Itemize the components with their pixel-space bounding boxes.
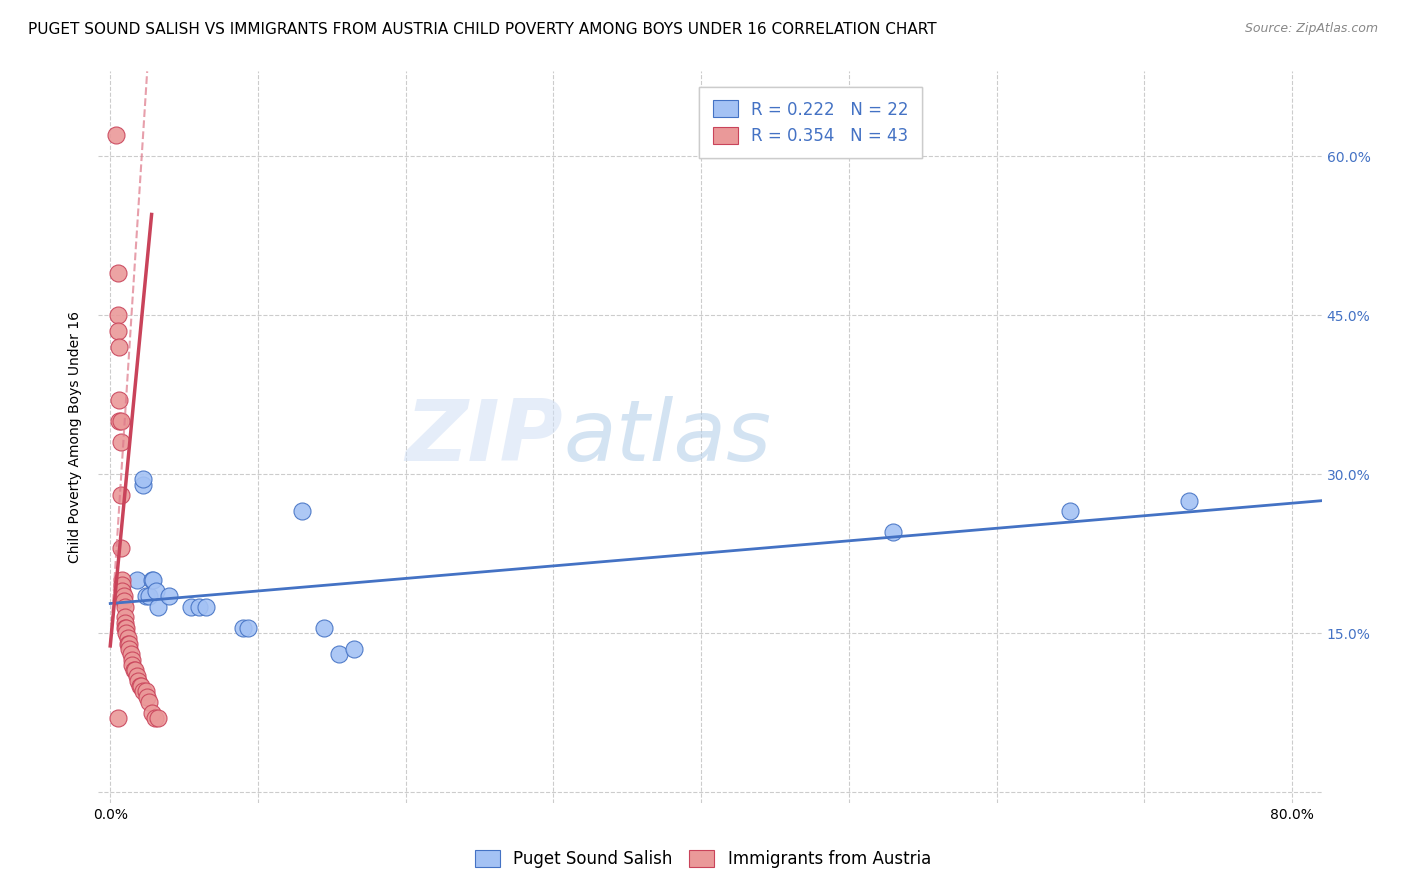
Point bbox=[141, 573, 163, 587]
Point bbox=[127, 673, 149, 688]
Point bbox=[108, 392, 131, 407]
Point bbox=[107, 324, 129, 338]
Point bbox=[112, 589, 135, 603]
Point bbox=[882, 525, 904, 540]
Point bbox=[110, 414, 132, 428]
Point bbox=[110, 488, 132, 502]
Point bbox=[136, 690, 159, 704]
Point bbox=[145, 583, 167, 598]
Point bbox=[108, 414, 131, 428]
Point bbox=[180, 599, 202, 614]
Point bbox=[157, 589, 180, 603]
Point bbox=[115, 626, 138, 640]
Point bbox=[143, 711, 166, 725]
Point bbox=[232, 621, 254, 635]
Text: PUGET SOUND SALISH VS IMMIGRANTS FROM AUSTRIA CHILD POVERTY AMONG BOYS UNDER 16 : PUGET SOUND SALISH VS IMMIGRANTS FROM AU… bbox=[28, 22, 936, 37]
Point bbox=[187, 599, 209, 614]
Point bbox=[111, 583, 134, 598]
Point bbox=[124, 663, 146, 677]
Point bbox=[132, 473, 155, 487]
Point bbox=[129, 679, 152, 693]
Legend: Puget Sound Salish, Immigrants from Austria: Puget Sound Salish, Immigrants from Aust… bbox=[468, 843, 938, 875]
Point bbox=[114, 610, 136, 624]
Point bbox=[111, 578, 134, 592]
Point bbox=[115, 621, 138, 635]
Point bbox=[107, 308, 129, 322]
Legend: R = 0.222   N = 22, R = 0.354   N = 43: R = 0.222 N = 22, R = 0.354 N = 43 bbox=[699, 87, 922, 159]
Point bbox=[141, 706, 163, 720]
Point bbox=[114, 599, 136, 614]
Point bbox=[135, 589, 157, 603]
Point bbox=[121, 653, 143, 667]
Point bbox=[125, 668, 148, 682]
Point bbox=[128, 679, 150, 693]
Point bbox=[236, 621, 259, 635]
Point bbox=[118, 637, 141, 651]
Point bbox=[114, 615, 136, 630]
Point bbox=[314, 621, 336, 635]
Point bbox=[125, 573, 148, 587]
Point bbox=[343, 642, 366, 657]
Point bbox=[1177, 493, 1199, 508]
Y-axis label: Child Poverty Among Boys Under 16: Child Poverty Among Boys Under 16 bbox=[69, 311, 83, 563]
Point bbox=[138, 589, 160, 603]
Point bbox=[112, 594, 135, 608]
Point bbox=[117, 632, 139, 646]
Point bbox=[114, 621, 136, 635]
Point bbox=[146, 599, 169, 614]
Point bbox=[142, 573, 165, 587]
Point bbox=[120, 648, 142, 662]
Point bbox=[105, 128, 128, 142]
Point bbox=[195, 599, 218, 614]
Point bbox=[138, 695, 160, 709]
Point bbox=[1059, 504, 1081, 518]
Point bbox=[111, 573, 134, 587]
Point bbox=[146, 711, 169, 725]
Point bbox=[110, 435, 132, 450]
Point bbox=[122, 663, 145, 677]
Point bbox=[108, 340, 131, 354]
Point bbox=[132, 477, 155, 491]
Text: Source: ZipAtlas.com: Source: ZipAtlas.com bbox=[1244, 22, 1378, 36]
Point bbox=[121, 658, 143, 673]
Point bbox=[107, 266, 129, 280]
Text: ZIP: ZIP bbox=[405, 395, 564, 479]
Point bbox=[132, 684, 155, 698]
Point bbox=[110, 541, 132, 556]
Point bbox=[291, 504, 314, 518]
Point bbox=[107, 711, 129, 725]
Point bbox=[117, 637, 139, 651]
Point bbox=[118, 642, 141, 657]
Point bbox=[328, 648, 350, 662]
Text: atlas: atlas bbox=[564, 395, 772, 479]
Point bbox=[135, 684, 157, 698]
